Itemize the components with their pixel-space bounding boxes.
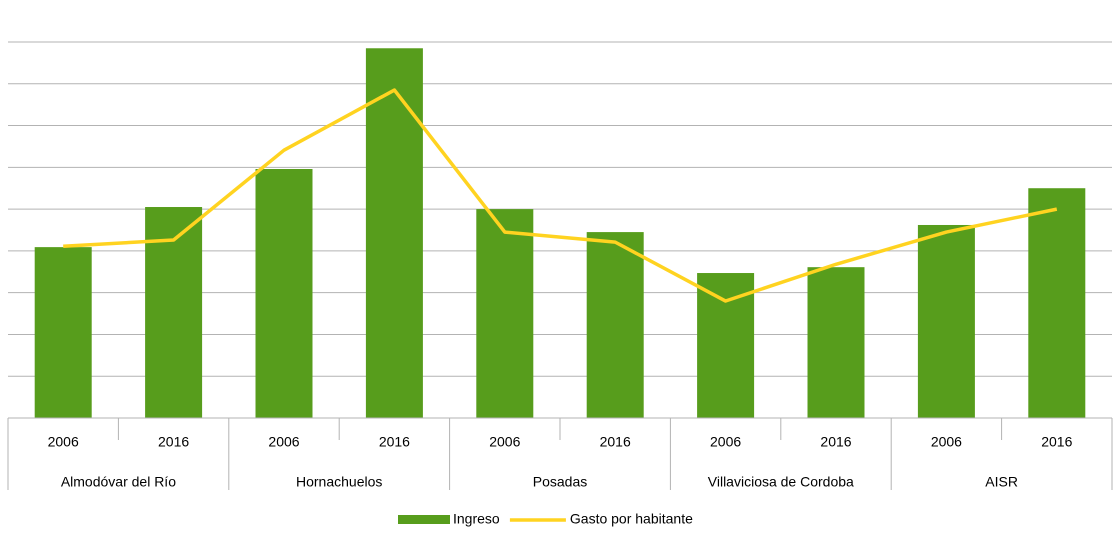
x-tick-label: 2006	[931, 434, 962, 450]
bar	[1028, 188, 1086, 418]
group-label: Almodóvar del Río	[61, 474, 176, 490]
x-tick-label: 2016	[158, 434, 189, 450]
x-tick-label: 2006	[489, 434, 520, 450]
group-label: Hornachuelos	[296, 474, 382, 490]
bar	[807, 267, 865, 418]
bar	[476, 209, 534, 418]
x-tick-label: 2016	[820, 434, 851, 450]
bar	[917, 224, 975, 418]
x-tick-label: 2006	[268, 434, 299, 450]
group-label: Posadas	[533, 474, 587, 490]
x-tick-label: 2016	[379, 434, 410, 450]
group-label: AISR	[985, 474, 1018, 490]
x-tick-label: 2016	[1041, 434, 1072, 450]
bar	[365, 48, 423, 419]
x-tick-label: 2016	[600, 434, 631, 450]
legend-label: Gasto por habitante	[570, 511, 693, 527]
bar	[697, 273, 755, 418]
group-label: Villaviciosa de Cordoba	[708, 474, 854, 490]
bar	[255, 169, 313, 418]
x-tick-label: 2006	[48, 434, 79, 450]
legend-swatch	[398, 515, 450, 524]
x-tick-label: 2006	[710, 434, 741, 450]
bar	[586, 232, 644, 418]
bar	[34, 247, 92, 418]
line	[63, 88, 1058, 303]
legend-label: Ingreso	[453, 511, 500, 527]
